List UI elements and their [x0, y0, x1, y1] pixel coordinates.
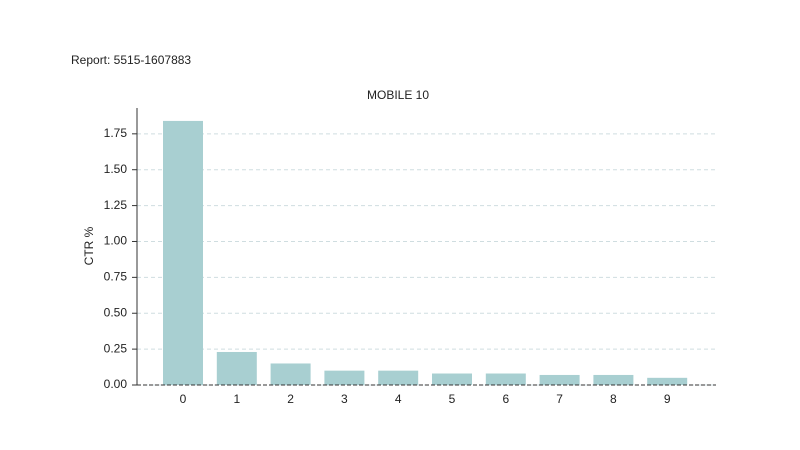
bar: [539, 374, 580, 385]
y-tick-label: 1.25: [104, 198, 128, 212]
x-tick-label: 7: [556, 392, 563, 406]
bar: [324, 370, 365, 385]
x-tick-label: 3: [341, 392, 348, 406]
x-tick-label: 2: [287, 392, 294, 406]
x-tick-label: 6: [502, 392, 509, 406]
y-tick-label: 0.75: [104, 270, 128, 284]
bar: [216, 351, 257, 385]
bar: [378, 370, 419, 385]
x-tick-label: 1: [233, 392, 240, 406]
chart-title: MOBILE 10: [367, 88, 429, 102]
report-label: Report: 5515-1607883: [71, 53, 191, 67]
y-tick-label: 0.50: [104, 305, 128, 319]
x-tick-label: 5: [449, 392, 456, 406]
y-tick-label: 0.00: [104, 377, 128, 391]
x-tick-label: 9: [664, 392, 671, 406]
bar: [593, 374, 634, 385]
x-tick-label: 8: [610, 392, 617, 406]
bar: [485, 373, 526, 385]
y-tick-label: 0.25: [104, 341, 128, 355]
x-tick-label: 0: [180, 392, 187, 406]
bar: [432, 373, 472, 385]
y-axis-label: CTR %: [82, 226, 96, 265]
bar: [647, 377, 688, 385]
x-tick-label: 4: [395, 392, 402, 406]
bar: [270, 363, 311, 385]
y-tick-label: 1.75: [104, 126, 128, 140]
y-tick-label: 1.00: [104, 234, 128, 248]
bar: [163, 120, 203, 385]
y-tick-label: 1.50: [104, 162, 128, 176]
